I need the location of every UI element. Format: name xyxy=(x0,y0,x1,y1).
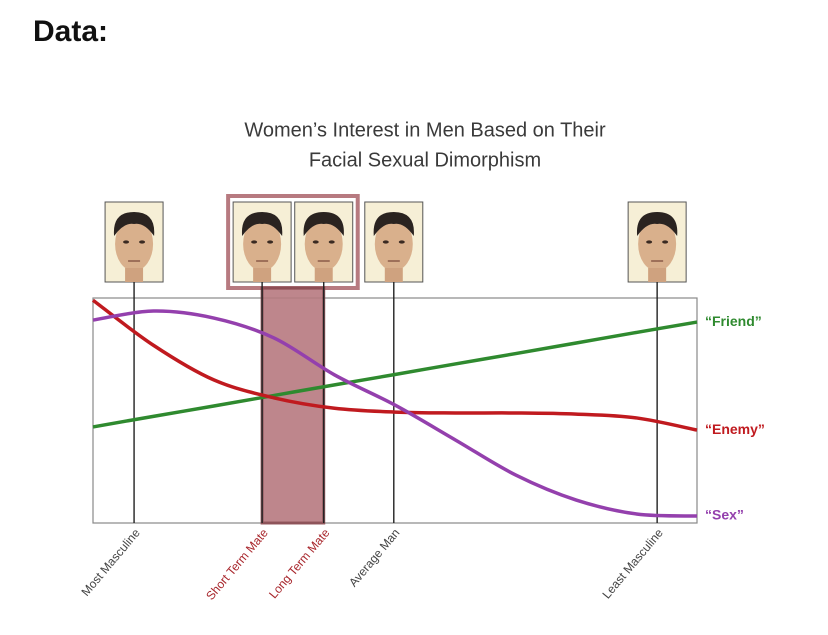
face-icon xyxy=(232,201,292,283)
neck xyxy=(125,268,144,282)
marker-label: Short Term Mate xyxy=(203,526,271,603)
neck xyxy=(384,268,403,282)
hair xyxy=(113,212,155,236)
eye xyxy=(267,240,274,244)
eye xyxy=(662,240,669,244)
chart-title: Women’s Interest in Men Based on Their xyxy=(244,119,606,141)
eye xyxy=(382,240,389,244)
hair xyxy=(636,212,678,236)
face xyxy=(374,217,413,271)
marker-label: Most Masculine xyxy=(78,526,143,599)
face-icon xyxy=(104,201,164,283)
face-icon xyxy=(627,201,687,283)
marker-label: Long Term Mate xyxy=(266,526,333,602)
marker-label: Average Man xyxy=(346,526,402,590)
eye xyxy=(328,240,335,244)
chart-title: Facial Sexual Dimorphism xyxy=(309,149,541,171)
eye xyxy=(139,240,146,244)
face xyxy=(304,217,343,271)
hair xyxy=(241,212,283,236)
face xyxy=(638,217,677,271)
eye xyxy=(646,240,653,244)
marker-label: Least Masculine xyxy=(599,526,666,602)
eye xyxy=(398,240,405,244)
eye xyxy=(123,240,130,244)
series-line xyxy=(92,320,698,429)
eye xyxy=(251,240,258,244)
hair xyxy=(303,212,344,236)
face xyxy=(243,217,282,271)
face-icon xyxy=(364,201,424,283)
eye xyxy=(312,240,319,244)
face-icon xyxy=(294,201,354,283)
series-label: “Enemy” xyxy=(705,421,765,437)
series-line xyxy=(92,309,698,518)
header: Data: xyxy=(33,15,108,48)
series-label: “Friend” xyxy=(705,313,762,329)
hair xyxy=(373,212,414,236)
series-line xyxy=(91,298,698,432)
neck xyxy=(314,268,333,282)
plot-frame xyxy=(92,297,698,524)
neck xyxy=(648,268,667,282)
face xyxy=(115,217,154,271)
series-label: “Sex” xyxy=(705,507,744,523)
neck xyxy=(253,268,272,282)
